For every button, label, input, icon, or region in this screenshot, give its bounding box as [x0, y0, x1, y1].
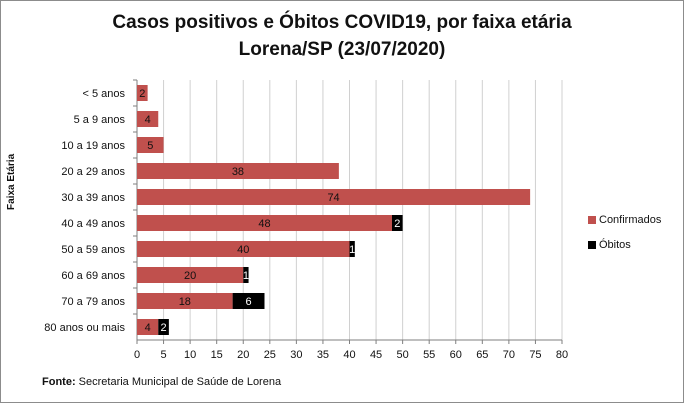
x-tick-label: 45 [370, 349, 382, 361]
data-label-confirmados: 74 [327, 192, 339, 204]
x-tick-label: 35 [317, 349, 329, 361]
x-tick-label: 75 [529, 349, 541, 361]
bar-confirmados [137, 241, 350, 257]
data-label-confirmados: 4 [145, 322, 151, 334]
bar-confirmados [137, 137, 164, 153]
x-tick-label: 0 [134, 349, 140, 361]
x-tick-label: 10 [184, 349, 196, 361]
x-tick-label: 5 [161, 349, 167, 361]
data-label-obitos: 1 [349, 244, 355, 256]
x-tick-label: 60 [450, 349, 462, 361]
data-label-confirmados: 5 [147, 140, 153, 152]
category-label: 40 a 49 anos [61, 218, 125, 230]
x-tick-label: 55 [423, 349, 435, 361]
bar-confirmados [137, 293, 233, 309]
x-tick-label: 80 [556, 349, 568, 361]
legend-label-obitos: Óbitos [599, 239, 631, 251]
bar-confirmados [137, 215, 392, 231]
x-tick-label: 30 [290, 349, 302, 361]
category-label: 60 a 69 anos [61, 270, 125, 282]
bar-obitos [349, 241, 355, 257]
bar-obitos [392, 215, 403, 231]
source-label: Fonte: [42, 376, 76, 388]
data-label-confirmados: 4 [145, 114, 151, 126]
bar-confirmados [137, 85, 148, 101]
category-label: 20 a 29 anos [61, 166, 125, 178]
data-label-obitos: 1 [243, 270, 249, 282]
source-note: Fonte: Secretaria Municipal de Saúde de … [42, 376, 281, 388]
x-tick-label: 65 [476, 349, 488, 361]
x-tick-label: 50 [397, 349, 409, 361]
bar-confirmados [137, 111, 159, 127]
bar-confirmados [137, 163, 339, 179]
data-label-obitos: 6 [246, 296, 252, 308]
legend-item-confirmados: Confirmados [588, 214, 661, 226]
data-label-confirmados: 40 [237, 244, 249, 256]
bar-obitos [232, 293, 265, 309]
x-tick-label: 70 [503, 349, 515, 361]
chart-subtitle: Lorena/SP (23/07/2020) [238, 39, 446, 60]
category-label: 80 anos ou mais [44, 322, 125, 334]
data-label-confirmados: 48 [258, 218, 270, 230]
x-tick-label: 25 [264, 349, 276, 361]
category-label: 30 a 39 anos [61, 192, 125, 204]
data-label-obitos: 2 [161, 322, 167, 334]
data-label-confirmados: 18 [179, 296, 191, 308]
category-label: 50 a 59 anos [61, 244, 125, 256]
chart-title: Casos positivos e Óbitos COVID19, por fa… [112, 12, 572, 33]
category-label: 5 a 9 anos [74, 114, 126, 126]
data-label-confirmados: 38 [232, 166, 244, 178]
bar-obitos [243, 267, 249, 283]
category-label: < 5 anos [82, 88, 125, 100]
category-label: 10 a 19 anos [61, 140, 125, 152]
bar-confirmados [137, 319, 159, 335]
legend-swatch-confirmados [588, 216, 596, 224]
bar-obitos [158, 319, 169, 335]
x-tick-label: 20 [237, 349, 249, 361]
bar-confirmados [137, 267, 244, 283]
data-label-obitos: 2 [394, 218, 400, 230]
source-text: Secretaria Municipal de Saúde de Lorena [75, 376, 282, 388]
legend-label-confirmados: Confirmados [599, 214, 662, 226]
data-label-confirmados: 2 [139, 88, 145, 100]
bar-confirmados [137, 189, 531, 205]
x-tick-label: 40 [343, 349, 355, 361]
legend-swatch-obitos [588, 241, 596, 249]
category-label: 70 a 79 anos [61, 296, 125, 308]
x-tick-label: 15 [211, 349, 223, 361]
legend-item-obitos: Óbitos [588, 239, 631, 251]
data-label-confirmados: 20 [184, 270, 196, 282]
